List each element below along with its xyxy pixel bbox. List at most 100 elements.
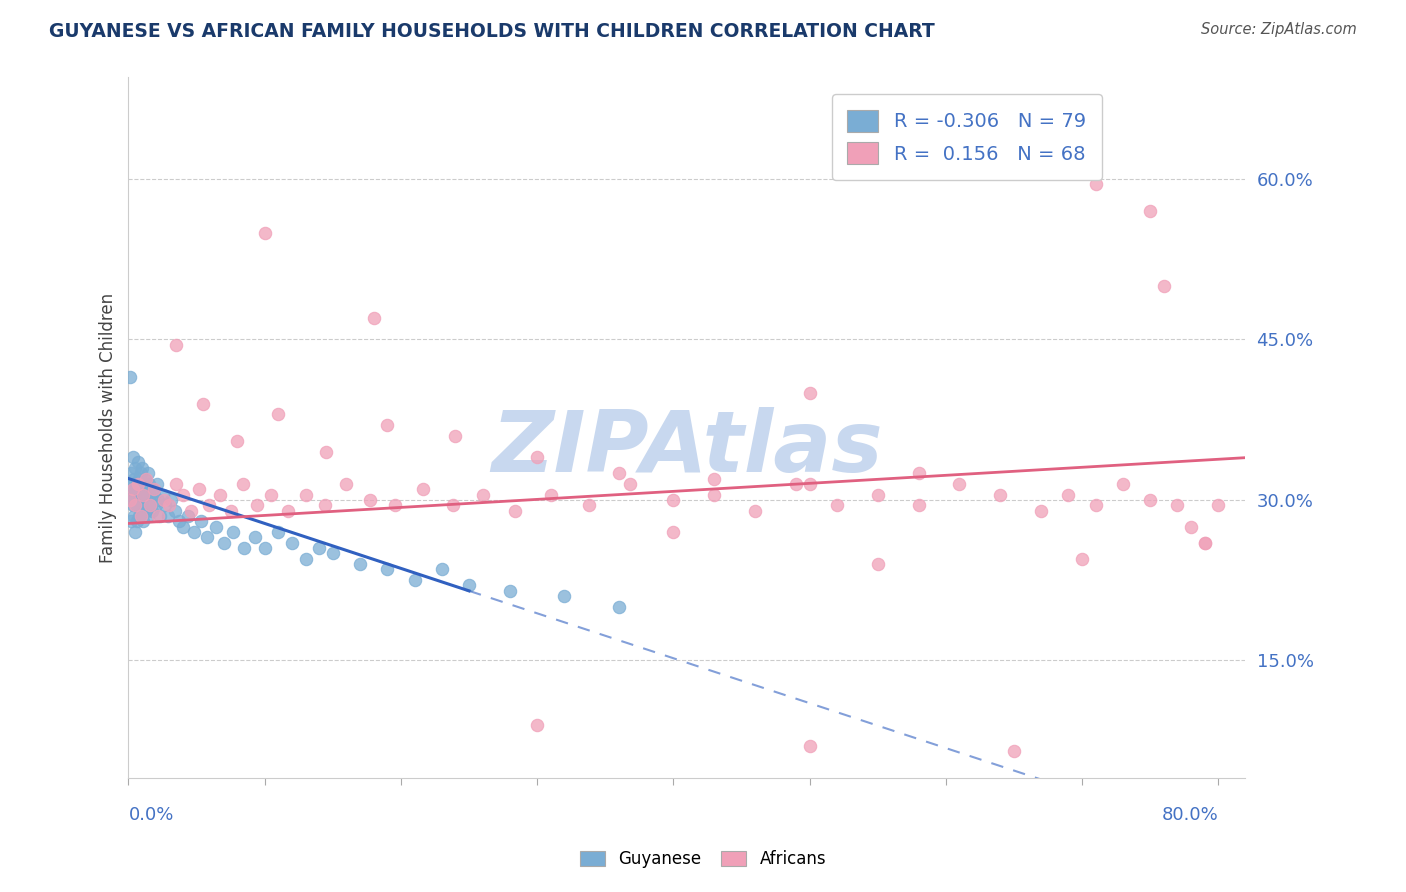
Point	[375, 418, 398, 433]
Point	[907, 466, 929, 480]
Point	[135, 503, 157, 517]
Point	[988, 487, 1011, 501]
Point	[948, 476, 970, 491]
Text: ZIPAtlas: ZIPAtlas	[491, 408, 883, 491]
Point	[131, 498, 153, 512]
Text: 80.0%: 80.0%	[1161, 806, 1218, 824]
Point	[785, 476, 807, 491]
Point	[1180, 519, 1202, 533]
Point	[127, 476, 149, 491]
Point	[156, 508, 179, 523]
Point	[121, 450, 143, 464]
Point	[143, 482, 166, 496]
Point	[1112, 476, 1135, 491]
Point	[128, 471, 150, 485]
Point	[1206, 498, 1229, 512]
Point	[540, 487, 562, 501]
Point	[253, 226, 276, 240]
Point	[1166, 498, 1188, 512]
Point	[172, 487, 194, 501]
Point	[125, 514, 148, 528]
Point	[118, 370, 141, 384]
Point	[233, 541, 256, 555]
Point	[139, 498, 162, 512]
Point	[148, 508, 170, 523]
Point	[208, 487, 231, 501]
Point	[172, 519, 194, 533]
Point	[165, 476, 187, 491]
Point	[127, 498, 149, 512]
Text: Source: ZipAtlas.com: Source: ZipAtlas.com	[1201, 22, 1357, 37]
Point	[1029, 503, 1052, 517]
Point	[1139, 204, 1161, 219]
Point	[219, 503, 242, 517]
Point	[315, 444, 337, 458]
Point	[188, 482, 211, 496]
Text: 0.0%: 0.0%	[128, 806, 174, 824]
Point	[499, 583, 522, 598]
Point	[125, 476, 148, 491]
Point	[136, 508, 159, 523]
Point	[134, 471, 156, 485]
Point	[125, 492, 148, 507]
Point	[866, 557, 889, 571]
Point	[412, 482, 434, 496]
Point	[1002, 140, 1025, 154]
Point	[526, 717, 548, 731]
Point	[277, 503, 299, 517]
Point	[1194, 535, 1216, 549]
Point	[314, 498, 336, 512]
Point	[180, 503, 202, 517]
Point	[139, 487, 162, 501]
Point	[526, 450, 548, 464]
Point	[142, 482, 165, 496]
Point	[157, 498, 180, 512]
Point	[384, 498, 406, 512]
Point	[141, 503, 163, 517]
Point	[131, 460, 153, 475]
Point	[243, 530, 266, 544]
Point	[120, 466, 142, 480]
Point	[281, 535, 304, 549]
Point	[375, 562, 398, 576]
Point	[578, 498, 600, 512]
Point	[935, 119, 957, 133]
Point	[128, 487, 150, 501]
Point	[1057, 487, 1080, 501]
Point	[1139, 492, 1161, 507]
Point	[212, 535, 235, 549]
Point	[825, 498, 848, 512]
Point	[132, 476, 155, 491]
Point	[703, 471, 725, 485]
Point	[183, 524, 205, 539]
Point	[146, 476, 169, 491]
Point	[132, 487, 155, 501]
Point	[553, 589, 575, 603]
Point	[167, 514, 190, 528]
Point	[430, 562, 453, 576]
Point	[127, 482, 149, 496]
Point	[359, 492, 381, 507]
Point	[232, 476, 254, 491]
Point	[253, 541, 276, 555]
Point	[204, 519, 226, 533]
Point	[505, 503, 527, 517]
Point	[703, 487, 725, 501]
Point	[363, 311, 385, 326]
Point	[619, 476, 641, 491]
Point	[1194, 535, 1216, 549]
Y-axis label: Family Households with Children: Family Households with Children	[100, 293, 117, 563]
Point	[136, 466, 159, 480]
Point	[124, 498, 146, 512]
Point	[121, 476, 143, 491]
Point	[744, 503, 766, 517]
Point	[1002, 744, 1025, 758]
Point	[124, 524, 146, 539]
Point	[139, 498, 162, 512]
Point	[122, 508, 145, 523]
Point	[267, 408, 290, 422]
Point	[124, 482, 146, 496]
Point	[120, 514, 142, 528]
Point	[121, 498, 143, 512]
Point	[129, 466, 152, 480]
